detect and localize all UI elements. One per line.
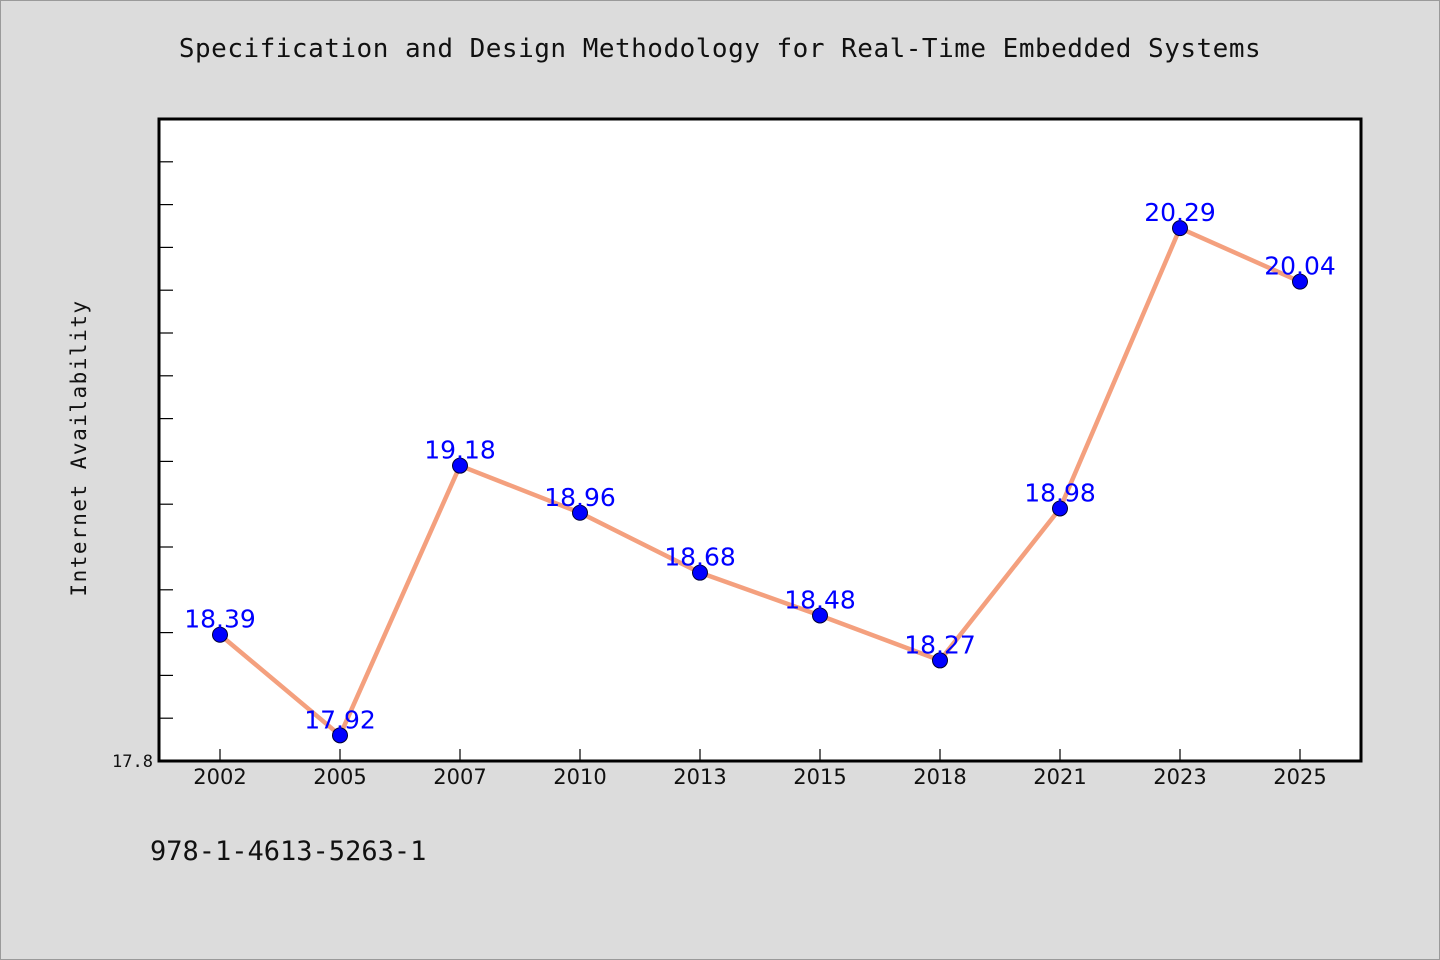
x-tick-label: 2023 [1153,765,1206,789]
data-point [1292,273,1308,290]
isbn-label: 978-1-4613-5263-1 [150,836,427,867]
data-point [572,504,588,521]
data-point [1052,500,1068,517]
data-point [1172,220,1188,237]
data-label: 19.18 [424,436,496,465]
data-label: 18.98 [1024,478,1096,507]
data-point [332,727,348,744]
x-tick-label: 2025 [1273,765,1326,789]
x-tick-label: 2005 [313,765,366,789]
x-axis: 2002 2005 2007 2010 2013 2015 2018 2021 2023 2025 [193,749,1327,789]
data-label: 20.04 [1264,252,1336,281]
x-tick-label: 2018 [913,765,966,789]
plot-area [157,117,1363,763]
y-axis-ticks [159,161,173,762]
data-label: 18.68 [664,543,736,572]
data-point [932,652,948,669]
y-tick-label: 17.8 [112,752,153,772]
x-tick-label: 2013 [673,765,726,789]
x-tick-label: 2021 [1033,765,1086,789]
data-point [692,564,708,581]
data-label: 18.48 [784,585,856,614]
series-line [218,225,1301,738]
y-axis: 17.8 [112,752,153,772]
chart-title: Specification and Design Methodology for… [178,34,1262,64]
x-tick-label: 2007 [433,765,486,789]
data-label: 17.92 [304,705,376,734]
x-tick-label: 2002 [193,765,246,789]
data-label: 20.29 [1144,198,1216,227]
x-tick-label: 2015 [793,765,846,789]
y-axis-title: Internet Availability [67,299,91,596]
data-labels: 18.39 17.92 19.18 18.96 18.68 18.48 18.27 18.98… [184,198,1336,734]
data-point [452,457,468,474]
data-point [812,607,828,624]
data-label: 18.96 [544,483,616,512]
x-tick-label: 2010 [553,765,606,789]
data-point [212,626,228,643]
data-markers [212,220,1308,744]
data-label: 18.27 [904,630,976,659]
data-label: 18.39 [184,605,256,634]
